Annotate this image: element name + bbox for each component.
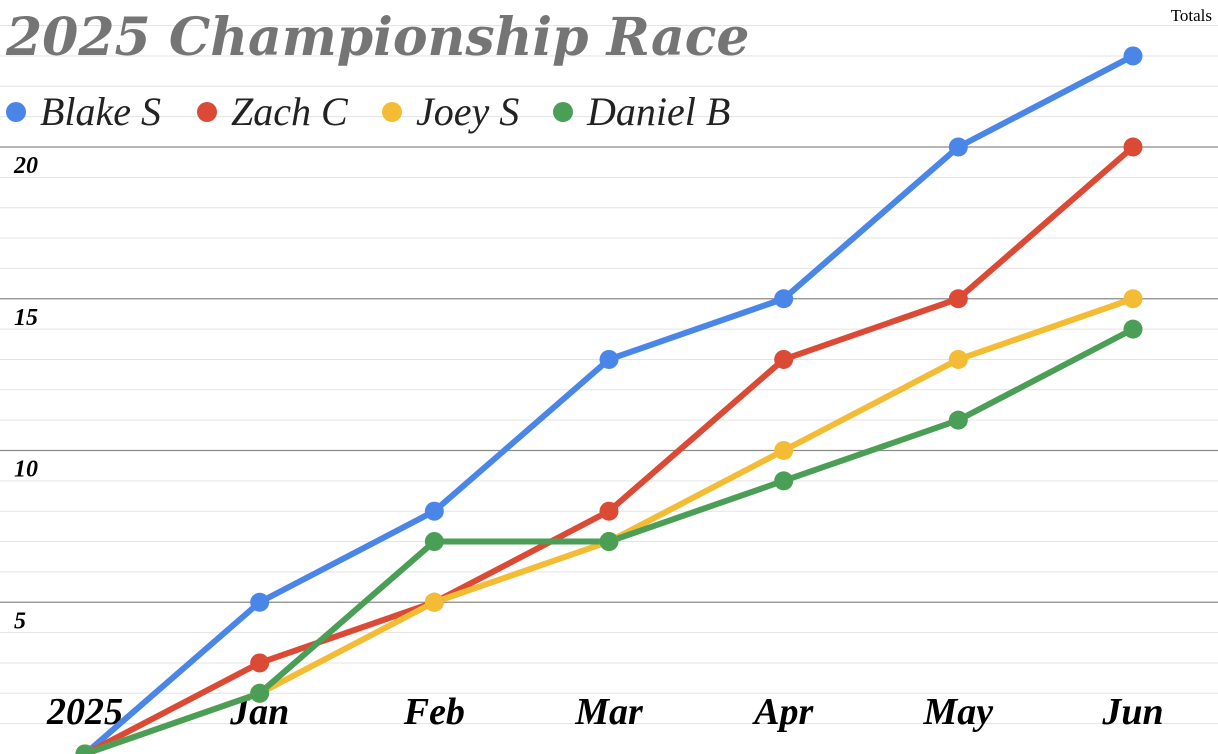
legend-swatch (382, 102, 402, 122)
legend-label: Zach C (231, 89, 349, 134)
legend-swatch (197, 102, 217, 122)
data-point (599, 532, 619, 552)
legend: Blake S Zach C Joey S Daniel B (6, 89, 730, 134)
x-tick-label: 2025 (46, 691, 123, 733)
y-tick-label: 5 (14, 608, 26, 634)
data-point (774, 471, 794, 491)
data-point (948, 289, 968, 309)
data-point (424, 501, 444, 521)
legend-swatch (553, 102, 573, 122)
data-point (948, 410, 968, 430)
data-point (250, 683, 270, 703)
x-tick-label: Feb (403, 691, 465, 733)
data-point (75, 744, 95, 754)
data-point (774, 441, 794, 460)
series-lines (82, 52, 1136, 754)
y-tick-label: 10 (14, 457, 38, 483)
data-point (1123, 46, 1143, 66)
corner-label: Totals (1171, 6, 1212, 25)
data-point (1123, 289, 1143, 309)
legend-label: Joey S (416, 89, 519, 134)
legend-label: Blake S (40, 89, 161, 134)
x-tick-label: Mar (574, 691, 644, 733)
y-tick-label: 20 (13, 153, 38, 179)
data-point (1123, 319, 1143, 339)
y-axis-ticks: 5 10 15 20 (13, 153, 38, 634)
x-tick-label: May (923, 691, 994, 733)
data-point (250, 653, 270, 673)
y-tick-label: 15 (14, 305, 38, 331)
data-point (250, 592, 270, 612)
data-point (948, 137, 968, 157)
data-point (774, 289, 794, 309)
x-tick-label: Apr (752, 691, 814, 733)
x-axis-ticks: 2025 Jan Feb Mar Apr May Jun (46, 691, 1164, 733)
data-point (424, 532, 444, 552)
data-point (424, 592, 444, 612)
data-point (948, 349, 968, 369)
data-point (1123, 137, 1143, 157)
series-points (75, 46, 1143, 754)
data-point (599, 349, 619, 369)
legend-label: Daniel B (586, 89, 730, 134)
data-point (599, 501, 619, 521)
legend-swatch (6, 102, 26, 122)
data-point (774, 349, 794, 369)
x-tick-label: Jun (1101, 691, 1163, 733)
series-line-blake-s (82, 52, 1136, 754)
chart-title: 2025 Championship Race (5, 7, 750, 68)
